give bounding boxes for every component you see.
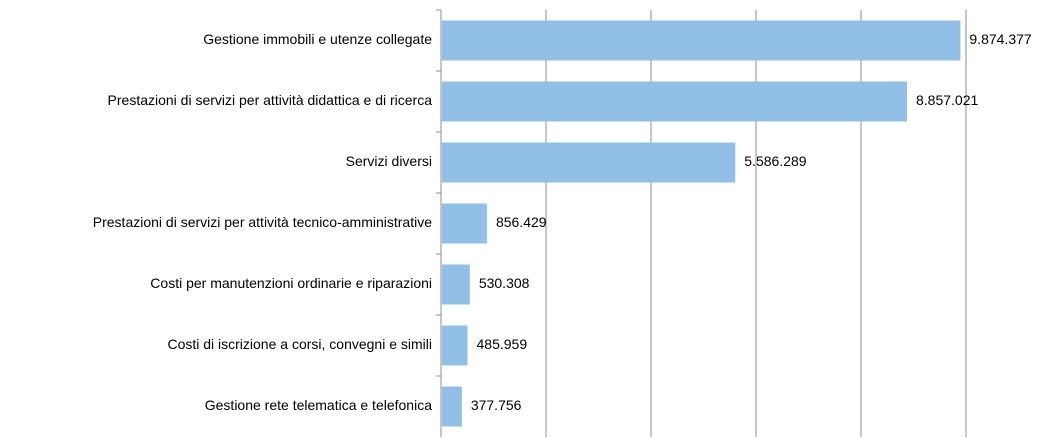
data-label: 530.308 [479,275,530,291]
y-tick-label: Prestazioni di servizi per attività tecn… [93,214,432,230]
data-label: 377.756 [471,397,522,413]
y-tick-label: Costi di iscrizione a corsi, convegni e … [167,336,432,352]
data-label: 8.857.021 [916,92,978,108]
bar [442,325,468,366]
data-label: 485.959 [477,336,528,352]
bar [442,264,470,305]
bar [442,386,462,427]
bar [442,81,907,122]
y-tick-label: Servizi diversi [346,153,432,169]
y-tick-label: Gestione immobili e utenze collegate [203,31,432,47]
bar [442,203,487,244]
bar [442,20,961,61]
bar [442,142,736,183]
data-label: 5.586.289 [744,153,806,169]
data-label: 9.874.377 [969,31,1031,47]
y-tick-label: Gestione rete telematica e telefonica [205,397,432,413]
y-tick-label: Costi per manutenzioni ordinarie e ripar… [150,275,432,291]
y-tick-label: Prestazioni di servizi per attività dida… [108,92,433,108]
data-label: 856.429 [496,214,547,230]
